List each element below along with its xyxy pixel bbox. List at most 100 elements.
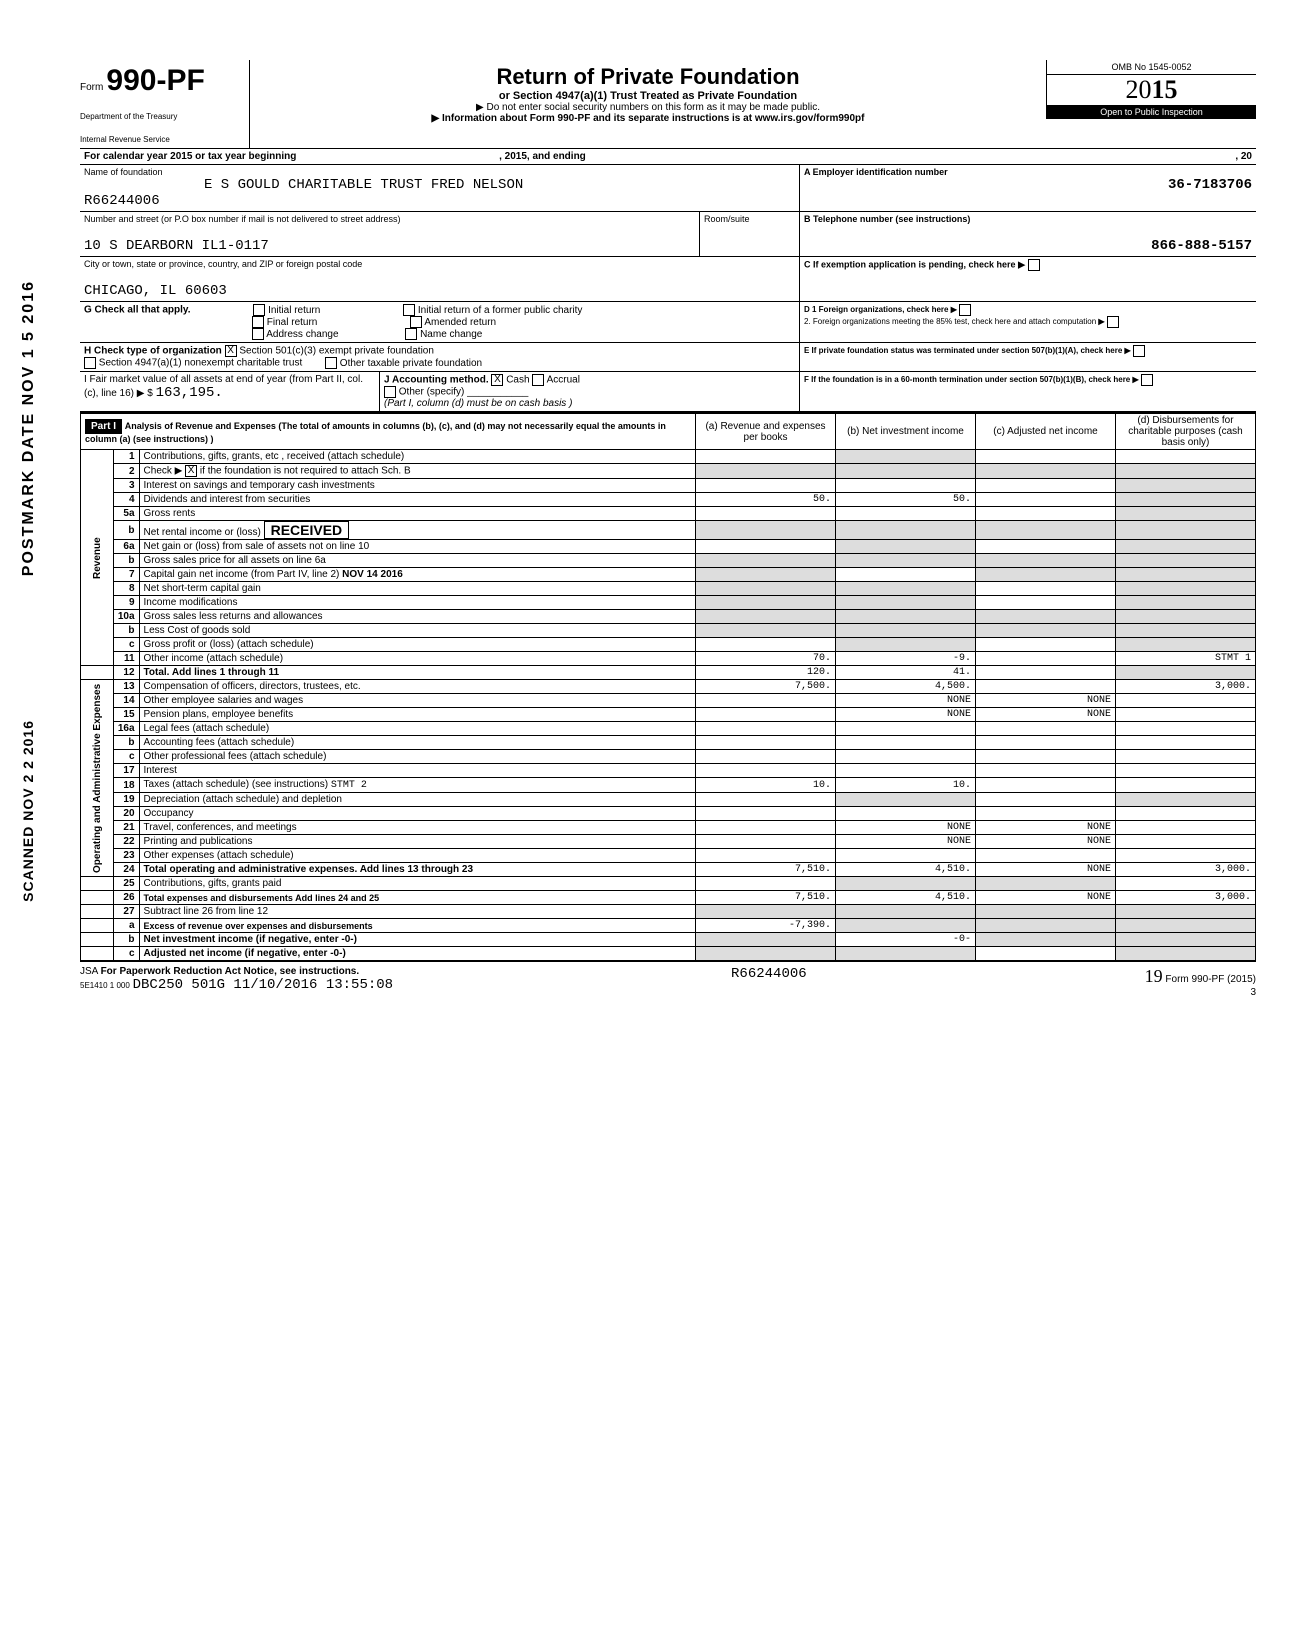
footer-ref: R66244006 — [731, 966, 807, 998]
col-b: (b) Net investment income — [836, 413, 976, 450]
l5b: Net rental income or (loss) — [144, 527, 261, 538]
form-word: Form — [80, 82, 103, 93]
j-other: Other (specify) — [399, 387, 465, 398]
h1: Section 501(c)(3) exempt private foundat… — [239, 346, 434, 357]
calendar-year-row: For calendar year 2015 or tax year begin… — [80, 149, 1256, 165]
l11b: -9. — [836, 652, 976, 666]
l27a: -7,390. — [696, 919, 836, 933]
l21b: NONE — [836, 821, 976, 835]
part1-title: Analysis of Revenue and Expenses (The to… — [85, 421, 666, 444]
c-checkbox[interactable] — [1028, 259, 1040, 271]
g-initial: Initial return — [268, 305, 320, 316]
f-check[interactable] — [1141, 374, 1153, 386]
j-accrual: Accrual — [547, 375, 580, 386]
l9: Income modifications — [139, 596, 695, 610]
l12: Total. Add lines 1 through 11 — [139, 666, 695, 680]
l10c: Gross profit or (loss) (attach schedule) — [139, 638, 695, 652]
h-label: H Check type of organization — [84, 346, 222, 357]
l13d: 3,000. — [1116, 680, 1256, 694]
j-label: J Accounting method. — [384, 375, 489, 386]
l4: Dividends and interest from securities — [139, 493, 695, 507]
l13a: 7,500. — [696, 680, 836, 694]
address: 10 S DEARBORN IL1-0117 — [84, 238, 695, 254]
g-initial2-check[interactable] — [403, 304, 415, 316]
year-bold: 15 — [1152, 75, 1178, 104]
h3-check[interactable] — [325, 357, 337, 369]
d1-label: D 1 Foreign organizations, check here — [804, 305, 948, 314]
d2-check[interactable] — [1107, 316, 1119, 328]
l18: Taxes (attach schedule) (see instruction… — [144, 779, 329, 790]
l5a: Gross rents — [139, 507, 695, 521]
l26d: 3,000. — [1116, 891, 1256, 905]
g-amended-check[interactable] — [410, 316, 422, 328]
cal-end1: , 2015, and ending — [499, 151, 586, 162]
g-initial-check[interactable] — [253, 304, 265, 316]
l11d: STMT 1 — [1116, 652, 1256, 666]
g-final-check[interactable] — [252, 316, 264, 328]
l26: Total expenses and disbursements Add lin… — [139, 891, 695, 905]
l16a: Legal fees (attach schedule) — [139, 722, 695, 736]
phone: 866-888-5157 — [804, 238, 1252, 254]
ein-value: 36-7183706 — [804, 177, 1252, 193]
l10a: Gross sales less returns and allowances — [139, 610, 695, 624]
col-d: (d) Disbursements for charitable purpose… — [1116, 413, 1256, 450]
city-label: City or town, state or province, country… — [84, 259, 795, 269]
j-note: (Part I, column (d) must be on cash basi… — [384, 398, 572, 409]
f-label: F If the foundation is in a 60-month ter… — [804, 375, 1130, 384]
l7: Capital gain net income (from Part IV, l… — [144, 569, 340, 580]
i-label: I Fair market value of all assets at end… — [84, 374, 363, 399]
l11: Other income (attach schedule) — [139, 652, 695, 666]
footer-notice: For Paperwork Reduction Act Notice, see … — [101, 966, 360, 977]
dept-irs: Internal Revenue Service — [80, 135, 249, 144]
j-other-check[interactable] — [384, 386, 396, 398]
col-c: (c) Adjusted net income — [976, 413, 1116, 450]
side-operating: Operating and Administrative Expenses — [81, 680, 114, 877]
side-revenue: Revenue — [81, 450, 114, 666]
l25: Contributions, gifts, grants paid — [139, 877, 695, 891]
l2-check[interactable]: X — [185, 465, 197, 477]
l15: Pension plans, employee benefits — [139, 708, 695, 722]
i-value: 163,195. — [156, 385, 223, 401]
l24b: 4,510. — [836, 863, 976, 877]
h2-check[interactable] — [84, 357, 96, 369]
foundation-name: E S GOULD CHARITABLE TRUST FRED NELSON — [84, 177, 795, 193]
l10b: Less Cost of goods sold — [139, 624, 695, 638]
l21: Travel, conferences, and meetings — [139, 821, 695, 835]
l27a-label: Excess of revenue over expenses and disb… — [139, 919, 695, 933]
l27: Subtract line 26 from line 12 — [139, 905, 695, 919]
foundation-name2: R66244006 — [84, 193, 795, 209]
l27c-label: Adjusted net income (if negative, enter … — [139, 947, 695, 962]
l18a: 10. — [696, 778, 836, 793]
j-accrual-check[interactable] — [532, 374, 544, 386]
g-final: Final return — [267, 317, 318, 328]
l13b: 4,500. — [836, 680, 976, 694]
j-cash: Cash — [506, 375, 529, 386]
l16b: Accounting fees (attach schedule) — [139, 736, 695, 750]
l26c: NONE — [976, 891, 1116, 905]
l6b: Gross sales price for all assets on line… — [139, 554, 695, 568]
col-a: (a) Revenue and expenses per books — [696, 413, 836, 450]
l26b: 4,510. — [836, 891, 976, 905]
l19: Depreciation (attach schedule) and deple… — [139, 793, 695, 807]
e-check[interactable] — [1133, 345, 1145, 357]
form-subtitle: or Section 4947(a)(1) Trust Treated as P… — [260, 90, 1036, 102]
cal-end2: , 20 — [1235, 151, 1252, 162]
footer-code: 5E1410 1 000 — [80, 981, 130, 990]
g-name-check[interactable] — [405, 328, 417, 340]
h3: Other taxable private foundation — [340, 358, 482, 369]
j-cash-check[interactable]: X — [491, 374, 503, 386]
name-label: Name of foundation — [84, 167, 795, 177]
d1-check[interactable] — [959, 304, 971, 316]
l16c: Other professional fees (attach schedule… — [139, 750, 695, 764]
h1-check[interactable]: X — [225, 345, 237, 357]
stamp-date: NOV 14 2016 — [342, 569, 403, 580]
l18b: 10. — [836, 778, 976, 793]
l18-note: STMT 2 — [331, 780, 367, 791]
form-note1: ▶ Do not enter social security numbers o… — [260, 102, 1036, 113]
c-label: C If exemption application is pending, c… — [804, 259, 1016, 269]
tax-year: 2015 — [1047, 75, 1256, 105]
g-addr-check[interactable] — [252, 328, 264, 340]
l14b: NONE — [836, 694, 976, 708]
form-header: Form 990-PF Department of the Treasury I… — [80, 60, 1256, 149]
l14: Other employee salaries and wages — [139, 694, 695, 708]
